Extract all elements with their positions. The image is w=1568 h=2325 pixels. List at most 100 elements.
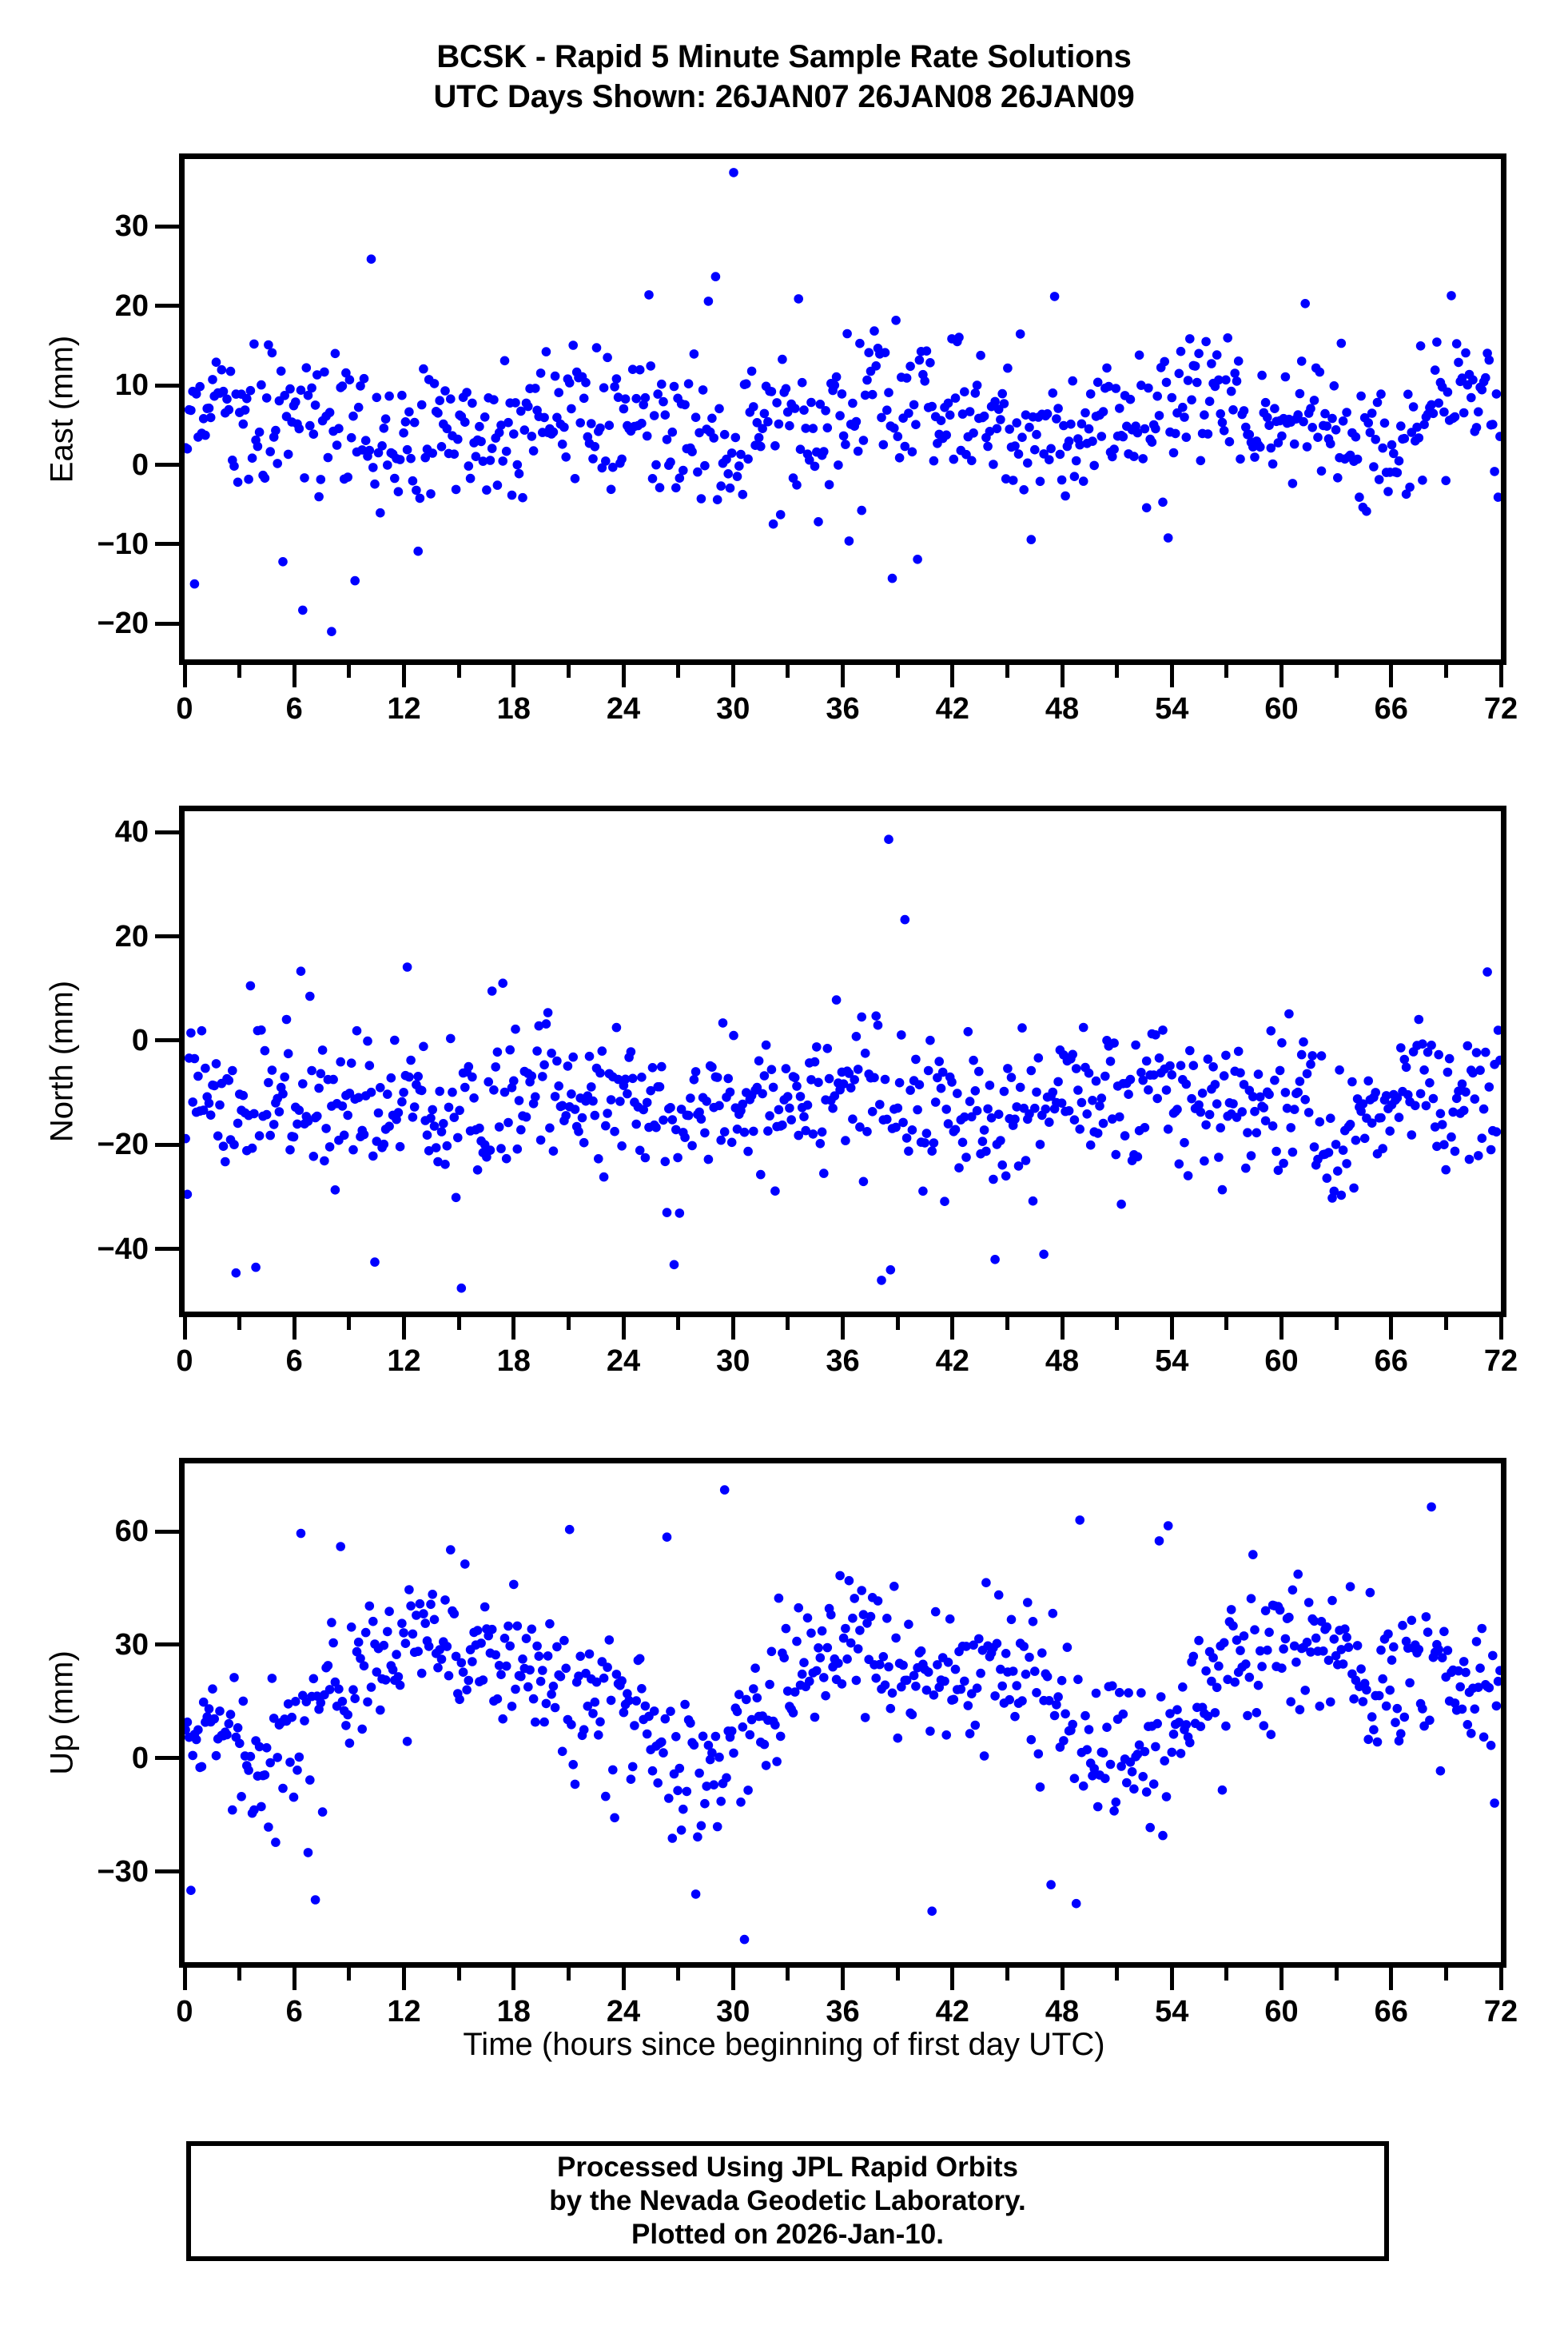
x-tick-label-north-6: 36 (826, 1344, 860, 1378)
x-tick-major-east-30 (730, 665, 735, 687)
x-tick-minor-east-9 (347, 665, 352, 678)
x-tick-minor-east-51 (1115, 665, 1120, 678)
x-tick-minor-east-39 (895, 665, 900, 678)
x-tick-minor-up-69 (1443, 1968, 1448, 1981)
x-tick-major-east-72 (1498, 665, 1503, 687)
x-tick-label-north-7: 42 (935, 1344, 969, 1378)
x-tick-label-north-11: 66 (1374, 1344, 1408, 1378)
x-tick-minor-east-69 (1443, 665, 1448, 678)
x-tick-label-up-7: 42 (935, 1995, 969, 2028)
title-line-1: BCSK - Rapid 5 Minute Sample Rate Soluti… (436, 39, 1132, 74)
y-tick-north-4 (155, 1247, 179, 1252)
y-axis-title-text-up: Up (mm) (44, 1650, 80, 1775)
x-tick-label-east-7: 42 (935, 692, 969, 726)
x-tick-major-north-18 (511, 1317, 516, 1340)
footer-credit-box: Processed Using JPL Rapid Orbits by the … (186, 2141, 1389, 2261)
y-axis-title-text-east: East (mm) (44, 335, 80, 484)
x-tick-major-up-60 (1279, 1968, 1283, 1990)
x-tick-label-up-6: 36 (826, 1995, 860, 2028)
x-tick-label-north-0: 0 (176, 1344, 193, 1378)
x-tick-minor-up-9 (347, 1968, 352, 1981)
x-tick-major-east-60 (1279, 665, 1283, 687)
x-tick-major-east-24 (621, 665, 626, 687)
y-tick-label-east-4: −10 (97, 527, 149, 561)
y-tick-label-north-0: 40 (114, 815, 149, 850)
x-tick-minor-east-15 (456, 665, 461, 678)
x-tick-minor-up-45 (1005, 1968, 1009, 1981)
y-tick-label-up-3: −30 (97, 1854, 149, 1889)
x-tick-major-north-72 (1498, 1317, 1503, 1340)
y-tick-label-east-0: 30 (114, 209, 149, 244)
x-tick-label-up-8: 48 (1045, 1995, 1080, 2028)
y-tick-east-0 (155, 224, 179, 229)
x-tick-major-east-0 (182, 665, 187, 687)
y-tick-label-east-3: 0 (131, 448, 149, 482)
x-tick-minor-up-15 (456, 1968, 461, 1981)
x-tick-label-up-2: 12 (387, 1995, 421, 2028)
x-tick-label-east-1: 6 (285, 692, 303, 726)
x-tick-major-up-42 (950, 1968, 955, 1990)
x-tick-minor-up-51 (1115, 1968, 1120, 1981)
y-tick-north-3 (155, 1142, 179, 1147)
scatter-points-up (185, 1485, 1501, 1945)
x-tick-minor-up-21 (566, 1968, 571, 1981)
x-tick-major-north-36 (841, 1317, 845, 1340)
x-tick-minor-east-27 (676, 665, 681, 678)
x-tick-label-east-5: 30 (716, 692, 750, 726)
plot-panel-up (179, 1458, 1506, 1968)
x-tick-major-east-66 (1389, 665, 1394, 687)
x-tick-major-east-18 (511, 665, 516, 687)
y-tick-label-north-3: −20 (97, 1128, 149, 1162)
x-tick-label-east-12: 72 (1483, 692, 1518, 726)
x-tick-minor-up-33 (786, 1968, 790, 1981)
x-tick-label-east-11: 66 (1374, 692, 1408, 726)
x-tick-major-up-0 (182, 1968, 187, 1990)
x-tick-label-north-5: 30 (716, 1344, 750, 1378)
y-tick-up-2 (155, 1756, 179, 1761)
x-tick-label-north-12: 72 (1483, 1344, 1518, 1378)
x-tick-label-north-10: 60 (1264, 1344, 1299, 1378)
y-tick-label-north-4: −40 (97, 1232, 149, 1266)
x-tick-minor-east-57 (1224, 665, 1229, 678)
footer-line-2: by the Nevada Geodetic Laboratory. (549, 2185, 1026, 2216)
x-tick-label-up-0: 0 (176, 1995, 193, 2028)
x-tick-label-up-4: 24 (606, 1995, 641, 2028)
x-tick-major-up-6 (292, 1968, 296, 1990)
x-tick-major-north-0 (182, 1317, 187, 1340)
x-tick-major-north-60 (1279, 1317, 1283, 1340)
x-tick-label-east-6: 36 (826, 692, 860, 726)
x-tick-minor-north-21 (566, 1317, 571, 1330)
x-tick-minor-north-57 (1224, 1317, 1229, 1330)
y-tick-east-4 (155, 542, 179, 547)
x-tick-major-east-36 (841, 665, 845, 687)
x-tick-label-east-8: 48 (1045, 692, 1080, 726)
y-tick-north-1 (155, 934, 179, 938)
y-tick-label-east-1: 20 (114, 289, 149, 323)
x-tick-major-north-54 (1169, 1317, 1174, 1340)
y-tick-label-up-2: 0 (131, 1741, 149, 1775)
x-tick-label-up-1: 6 (285, 1995, 303, 2028)
y-axis-title-text-north: North (mm) (44, 980, 80, 1143)
x-tick-minor-north-51 (1115, 1317, 1120, 1330)
x-tick-major-north-42 (950, 1317, 955, 1340)
plot-panel-east (179, 153, 1506, 665)
chart-title: BCSK - Rapid 5 Minute Sample Rate Soluti… (0, 37, 1568, 117)
x-tick-label-up-9: 54 (1155, 1995, 1189, 2028)
x-tick-minor-north-3 (237, 1317, 242, 1330)
x-tick-major-north-6 (292, 1317, 296, 1340)
y-tick-north-2 (155, 1038, 179, 1043)
scatter-area-up (185, 1463, 1501, 1962)
x-tick-major-east-42 (950, 665, 955, 687)
x-tick-minor-east-33 (786, 665, 790, 678)
x-tick-minor-north-39 (895, 1317, 900, 1330)
scatter-points-east (185, 168, 1501, 636)
x-tick-major-north-48 (1060, 1317, 1065, 1340)
x-tick-minor-north-9 (347, 1317, 352, 1330)
x-tick-minor-north-27 (676, 1317, 681, 1330)
x-tick-minor-up-63 (1334, 1968, 1339, 1981)
x-tick-minor-up-27 (676, 1968, 681, 1981)
x-tick-label-north-8: 48 (1045, 1344, 1080, 1378)
y-tick-east-5 (155, 621, 179, 626)
y-tick-label-north-1: 20 (114, 919, 149, 953)
x-tick-minor-up-57 (1224, 1968, 1229, 1981)
